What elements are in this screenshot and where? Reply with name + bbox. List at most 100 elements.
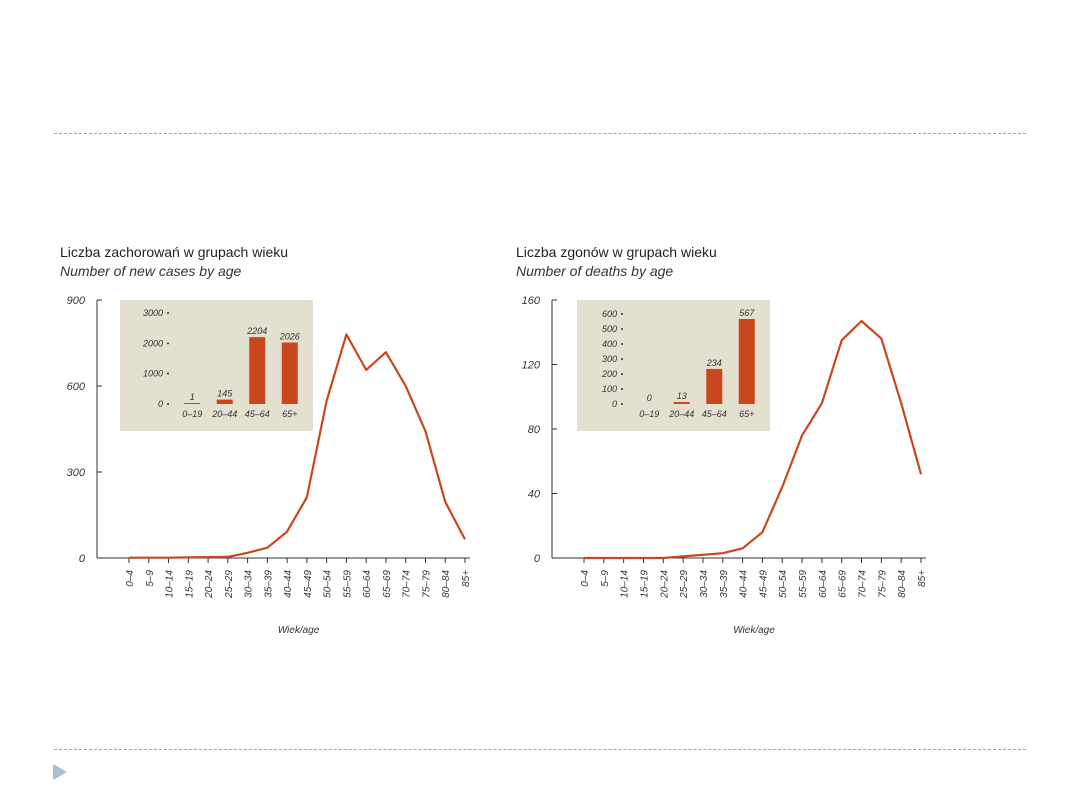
inset-y-tick-label: 3000 [143,308,163,318]
inset-category-label: 45–64 [702,409,727,419]
x-tick-label: 15–19 [639,570,650,598]
inset-y-tick [621,373,623,375]
inset-y-tick [621,403,623,405]
inset-bar [249,337,266,404]
inset-y-tick-label: 400 [602,339,617,349]
x-tick-label: 60–64 [818,570,829,598]
x-axis-label: Wiek/age [278,625,320,636]
inset-bar [706,368,723,404]
inset-category-label: 0–19 [639,409,659,419]
inset-category-label: 0–19 [182,409,202,419]
inset-y-tick-label: 2000 [142,338,163,348]
x-tick-label: 65–69 [838,570,849,598]
x-tick-label: 50–54 [323,570,334,598]
inset-y-tick-label: 500 [602,324,617,334]
x-tick-label: 35–39 [263,570,274,598]
x-tick-label: 45–49 [303,570,314,598]
inset-bar-value-label: 2204 [246,326,267,336]
x-tick-label: 10–14 [165,570,176,598]
x-tick-label: 20–24 [204,570,215,599]
inset-y-tick-label: 100 [602,384,617,394]
inset-category-label: 20–44 [211,409,237,419]
top-divider [54,133,1026,134]
x-tick-label: 50–54 [778,570,789,598]
inset-bar-value-label: 1 [190,392,195,402]
x-tick-label: 70–74 [402,570,413,598]
inset-bar [216,399,233,404]
bottom-divider [54,749,1026,750]
x-tick-label: 85+ [917,570,928,587]
inset-bar-value-label: 234 [706,358,722,368]
chart-cases-subtitle: Number of new cases by age [60,263,242,279]
inset-y-tick [167,342,169,345]
y-tick-label: 40 [528,489,541,501]
inset-bar-value-label: 13 [677,391,687,401]
inset-panel: 0 100 200 300 400 500 600 0 0–19 13 20–44 234 45–64 5… [577,300,770,431]
x-tick-label: 35–39 [719,570,730,598]
inset-bar [184,403,201,404]
inset-y-tick-label: 1000 [143,369,163,379]
y-tick-label: 300 [67,467,86,479]
inset-bar-value-label: 567 [739,308,755,318]
inset-y-tick [621,328,623,330]
x-tick-label: 80–84 [441,570,452,598]
inset-y-tick [621,343,623,345]
inset-y-tick-label: 600 [602,309,617,319]
x-tick-label: 25–29 [679,570,690,599]
chart-cases: 0 300 600 900 0–4 5–9 10–14 15–19 20–24 25–29 30–3… [60,240,500,650]
x-tick-label: 0–4 [125,570,136,587]
x-tick-label: 5–9 [600,570,611,587]
x-tick-label: 45–49 [758,570,769,598]
y-tick-label: 160 [522,295,541,307]
inset-category-label: 45–64 [245,409,270,419]
x-tick-label: 75–79 [421,570,432,598]
inset-category-label: 65+ [282,409,297,419]
x-tick-label: 60–64 [362,570,373,598]
x-tick-label: 75–79 [877,570,888,598]
series-line [584,319,923,560]
inset-bar [673,402,690,404]
inset-y-tick-label: 0 [158,399,163,409]
y-tick-label: 600 [67,381,86,393]
chart-cases-svg: 0 300 600 900 0–4 5–9 10–14 15–19 20–24 25–29 30–3… [67,295,472,636]
x-axis-label: Wiek/age [733,625,775,636]
inset-bar-value-label: 2026 [279,332,300,342]
x-tick-label: 65–69 [382,570,393,598]
inset-y-tick [167,372,169,375]
x-tick-label: 70–74 [858,570,869,598]
chart-deaths-subtitle: Number of deaths by age [516,263,674,279]
chart-deaths-svg: 0 40 80 120 160 0–4 5–9 10–14 15–19 20–24 25–29 30–… [522,295,928,636]
x-tick-label: 40–44 [739,570,750,598]
y-tick-label: 80 [528,424,541,436]
y-tick-label: 0 [534,553,541,565]
x-tick-label: 20–24 [659,570,670,599]
x-tick-label: 15–19 [184,570,195,598]
play-triangle-icon[interactable] [53,764,67,780]
inset-background [120,300,313,431]
x-tick-label: 55–59 [342,570,353,598]
inset-background [577,300,770,431]
x-tick-label: 80–84 [897,570,908,598]
x-tick-label: 40–44 [283,570,294,598]
x-tick-label: 0–4 [580,570,591,587]
y-tick-label: 120 [522,360,541,372]
inset-bar-value-label: 145 [217,389,233,399]
inset-y-tick-label: 0 [612,399,617,409]
series-line [129,333,466,559]
inset-y-tick [621,358,623,360]
x-tick-label: 85+ [461,570,472,587]
x-tick-label: 30–34 [244,570,255,598]
chart-cases-title: Liczba zachorowań w grupach wieku [60,244,289,260]
chart-deaths-title: Liczba zgonów w grupach wieku [516,244,717,260]
chart-deaths: 0 40 80 120 160 0–4 5–9 10–14 15–19 20–24 25–29 30–… [516,240,956,650]
x-tick-label: 30–34 [699,570,710,598]
inset-y-tick [621,388,623,390]
x-tick-label: 10–14 [620,570,631,598]
y-tick-label: 900 [67,295,86,307]
inset-category-label: 65+ [739,409,754,419]
inset-panel: 0 1000 2000 3000 1 0–19 145 20–44 2204 45–64 2026 6… [120,300,313,431]
inset-y-tick [621,313,623,315]
x-tick-label: 5–9 [145,570,156,587]
inset-category-label: 20–44 [668,409,694,419]
y-tick-label: 0 [79,553,86,565]
